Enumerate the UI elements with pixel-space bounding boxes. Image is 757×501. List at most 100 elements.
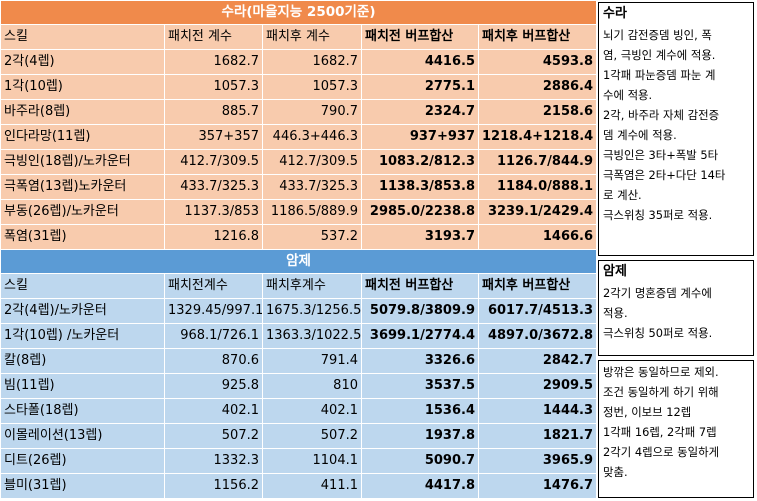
post-buff-cell: 2842.7: [477, 348, 598, 374]
note-line: 극스위칭 35퍼로 적용.: [603, 208, 713, 222]
amje-title-row: 암제: [0, 249, 598, 274]
sura-skill-row: 부동(26렙)/노카운터 1137.3/853 1186.5/889.9 2985.0…: [0, 199, 598, 225]
pre-buff-cell: 2985.0/2238.8: [361, 199, 479, 225]
amje-note-box: 암제 2각기 명혼증뎀 계수에 적용. 극스위칭 50퍼로 적용.: [598, 260, 754, 356]
note-line: 2각기 명혼증뎀 계수에: [603, 286, 712, 300]
note-line: 조건 동일하게 하기 위해: [603, 385, 719, 399]
pre-buff-cell: 5090.7: [361, 448, 479, 474]
note-line: 로 계산.: [603, 188, 642, 202]
header-skill: 스킬: [0, 273, 165, 299]
post-buff-cell: 1821.7: [477, 423, 598, 449]
sura-skill-row: 극폭염(13렙)노카운터 433.7/325.3 433.7/325.3 1138.3…: [0, 174, 598, 200]
skill-name-cell: 2각(4렙)/노카운터: [0, 298, 165, 324]
skill-name-cell: 부동(26렙)/노카운터: [0, 199, 165, 225]
pre-coef-cell: 968.1/726.1: [164, 323, 263, 349]
post-buff-cell: 1466.6: [477, 224, 598, 250]
skill-name-cell: 1각(10렙) /노카운터: [0, 323, 165, 349]
sura-skill-row: 인다라망(11렙) 357+357 446.3+446.3 937+937 1218.4…: [0, 124, 598, 150]
amje-section: 암제 스킬 패치전계수 패치후계수 패치전 버프합산 패치후 버프합산 2각(4…: [0, 249, 598, 499]
note-line: 1각패 파눈증뎀 파눈 계: [603, 68, 716, 82]
note-line: 극스위칭 50퍼로 적용.: [603, 326, 713, 340]
skill-name-cell: 1각(10렙): [0, 74, 165, 100]
post-buff-cell: 2158.6: [477, 99, 598, 125]
amje-header-row: 스킬 패치전계수 패치후계수 패치전 버프합산 패치후 버프합산: [0, 273, 598, 299]
post-buff-cell: 2909.5: [477, 373, 598, 399]
post-coef-cell: 1675.3/1256.5: [262, 298, 362, 324]
post-buff-cell: 1218.4+1218.4: [477, 124, 598, 150]
pre-buff-cell: 5079.8/3809.9: [361, 298, 479, 324]
sura-title-row: 수라(마을지능 2500기준): [0, 0, 598, 25]
post-buff-cell: 1126.7/844.9: [477, 149, 598, 175]
note-line: 뇌기 감전증뎀 빙인, 폭: [603, 28, 712, 42]
skill-name-cell: 2각(4렙): [0, 49, 165, 75]
note-line: 1각패 16렙, 2각패 7렙: [603, 425, 717, 439]
note-line: 수에 적용.: [603, 88, 653, 102]
pre-coef-cell: 1682.7: [164, 49, 263, 75]
pre-coef-cell: 412.7/309.5: [164, 149, 263, 175]
note-line: 극폭염은 2타+다단 14타: [603, 168, 726, 182]
note-line: 염, 극빙인 계수에 적용.: [603, 48, 716, 62]
pre-coef-cell: 885.7: [164, 99, 263, 125]
pre-coef-cell: 1332.3: [164, 448, 263, 474]
header-pre-buff: 패치전 버프합산: [361, 273, 479, 299]
skill-comparison-table: 수라(마을지능 2500기준) 스킬 패치전 계수 패치후 계수 패치전 버프합…: [0, 0, 598, 499]
skill-name-cell: 블미(31렙): [0, 473, 165, 499]
post-buff-cell: 3965.9: [477, 448, 598, 474]
post-coef-cell: 446.3+446.3: [262, 124, 362, 150]
post-buff-cell: 4593.8: [477, 49, 598, 75]
note-line: 방깎은 동일하므로 제외.: [603, 365, 719, 379]
amje-skill-row: 스타폴(18렙) 402.1 402.1 1536.4 1444.3: [0, 398, 598, 424]
pre-buff-cell: 4416.5: [361, 49, 479, 75]
post-coef-cell: 790.7: [262, 99, 362, 125]
pre-coef-cell: 1329.45/997.1: [164, 298, 263, 324]
pre-coef-cell: 1216.8: [164, 224, 263, 250]
sura-skill-row: 바주라(8렙) 885.7 790.7 2324.7 2158.6: [0, 99, 598, 125]
skill-name-cell: 빔(11렙): [0, 373, 165, 399]
post-buff-cell: 1444.3: [477, 398, 598, 424]
header-pre-coef: 패치전 계수: [164, 24, 263, 50]
pre-buff-cell: 3537.5: [361, 373, 479, 399]
post-coef-cell: 810: [262, 373, 362, 399]
skill-name-cell: 스타폴(18렙): [0, 398, 165, 424]
pre-buff-cell: 1083.2/812.3: [361, 149, 479, 175]
header-pre-buff: 패치전 버프합산: [361, 24, 479, 50]
pre-buff-cell: 3193.7: [361, 224, 479, 250]
pre-coef-cell: 402.1: [164, 398, 263, 424]
skill-name-cell: 폭염(31렙): [0, 224, 165, 250]
note-line: 적용.: [603, 306, 628, 320]
sura-note-title: 수라: [603, 6, 627, 21]
pre-buff-cell: 1138.3/853.8: [361, 174, 479, 200]
amje-skill-row: 블미(31렙) 1156.2 411.1 4417.8 1476.7: [0, 473, 598, 499]
post-buff-cell: 3239.1/2429.4: [477, 199, 598, 225]
pre-buff-cell: 1536.4: [361, 398, 479, 424]
sura-header-row: 스킬 패치전 계수 패치후 계수 패치전 버프합산 패치후 버프합산: [0, 24, 598, 50]
amje-skill-row: 빔(11렙) 925.8 810 3537.5 2909.5: [0, 373, 598, 399]
post-coef-cell: 537.2: [262, 224, 362, 250]
skill-name-cell: 극폭염(13렙)노카운터: [0, 174, 165, 200]
amje-skill-row: 칼(8렙) 870.6 791.4 3326.6 2842.7: [0, 348, 598, 374]
post-coef-cell: 507.2: [262, 423, 362, 449]
post-coef-cell: 411.1: [262, 473, 362, 499]
note-line: 2각기 4렙으로 동일하게: [603, 445, 720, 459]
amje-skill-row: 2각(4렙)/노카운터 1329.45/997.1 1675.3/1256.5 507…: [0, 298, 598, 324]
pre-buff-cell: 3699.1/2774.4: [361, 323, 479, 349]
post-coef-cell: 412.7/309.5: [262, 149, 362, 175]
pre-coef-cell: 870.6: [164, 348, 263, 374]
pre-coef-cell: 507.2: [164, 423, 263, 449]
post-coef-cell: 1057.3: [262, 74, 362, 100]
post-buff-cell: 4897.0/3672.8: [477, 323, 598, 349]
pre-buff-cell: 937+937: [361, 124, 479, 150]
header-post-buff: 패치후 버프합산: [477, 24, 598, 50]
note-line: 정번, 이보브 12렙: [603, 405, 692, 419]
pre-coef-cell: 925.8: [164, 373, 263, 399]
sura-section: 수라(마을지능 2500기준) 스킬 패치전 계수 패치후 계수 패치전 버프합…: [0, 0, 598, 250]
sura-skill-row: 극빙인(18렙)/노카운터 412.7/309.5 412.7/309.5 1083.…: [0, 149, 598, 175]
note-line: 맞춤.: [603, 465, 628, 479]
header-post-coef: 패치후 계수: [262, 24, 362, 50]
